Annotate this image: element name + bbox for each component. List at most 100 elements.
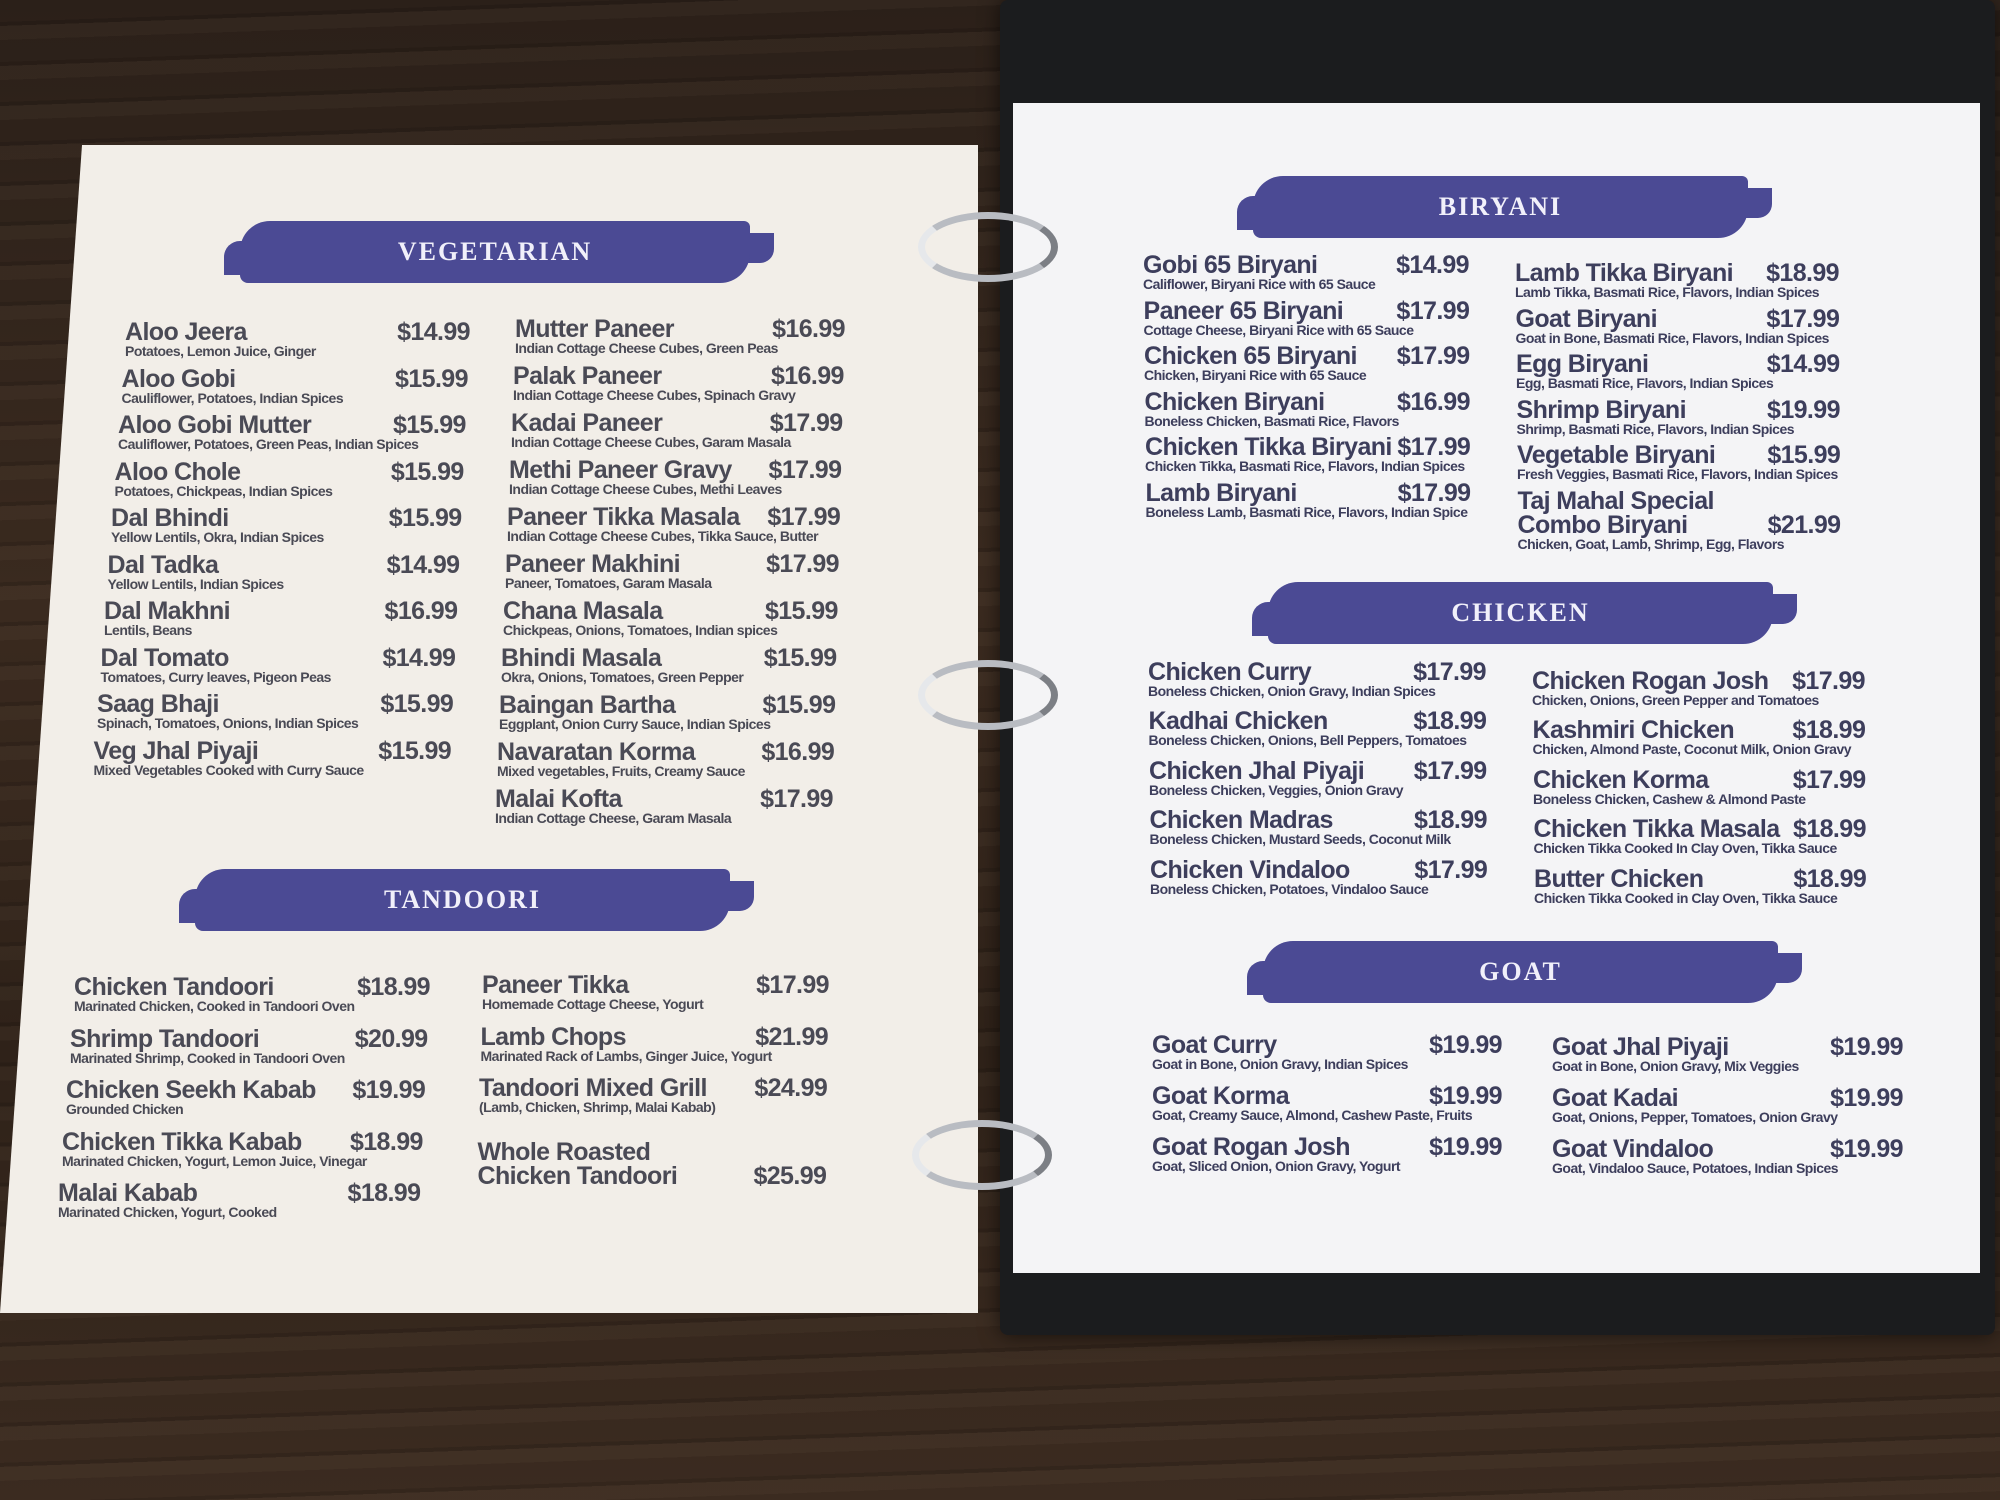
menu-item[interactable]: Whole Roasted Chicken Tandoori $25.99 [478,1139,827,1190]
item-description: Chicken Tikka Cooked in Clay Oven, Tikka… [1534,889,1838,906]
item-name: Lamb Biryani [1145,478,1298,507]
menu-item[interactable]: Goat Jhal Piyaji $19.99 Goat in Bone, Onio… [1552,1035,1904,1074]
menu-item[interactable]: Chicken Tikka Kabab $18.99 Marinated Chick… [62,1129,423,1169]
menu-item[interactable]: Aloo Jeera $14.99 Potatoes, Lemon Juice, G… [125,320,471,359]
menu-item[interactable]: Chicken Korma $17.99 Boneless Chicken, Cas… [1533,767,1866,807]
item-price: $15.99 [762,691,836,719]
menu-item[interactable]: Kadai Paneer $17.99 Indian Cottage Cheese … [511,411,843,450]
menu-item[interactable]: Shrimp Biryani $19.99 Shrimp, Basmati Rice… [1517,397,1841,437]
menu-item[interactable]: Taj Mahal Special Combo Biryani $21.99 Chi… [1517,488,1842,552]
menu-item[interactable]: Paneer Tikka Masala $17.99 Indian Cottage … [507,505,841,544]
menu-page-left[interactable]: VEGETARIAN Aloo Jeera $14.99 Potatoes, Lemo… [0,145,978,1313]
item-price: $17.99 [1396,342,1470,370]
menu-item[interactable]: Aloo Chole $15.99 Potatoes, Chickpeas, Ind… [115,457,465,499]
item-price: $17.99 [756,971,829,999]
menu-item[interactable]: Chana Masala $15.99 Chickpeas, Onions, Tom… [503,599,838,638]
menu-item[interactable]: Methi Paneer Gravy $17.99 Indian Cottage C… [509,458,842,497]
menu-item[interactable]: Paneer Tikka $17.99 Homemade Cottage Chees… [482,971,830,1012]
item-price: $16.99 [770,362,844,390]
item-price: $17.99 [769,409,843,437]
menu-item[interactable]: Shrimp Tandoori $20.99 Marinated Shrimp, C… [70,1026,428,1066]
menu-item[interactable]: Egg Biryani $14.99 Egg, Basmati Rice, Flav… [1516,352,1840,391]
menu-item[interactable]: Saag Bhaji $15.99 Spinach, Tomatoes, Onion… [97,690,454,731]
item-price: $18.99 [1414,806,1487,835]
menu-item[interactable]: Dal Bhindi $15.99 Yellow Lentils, Okra, In… [111,506,462,545]
item-name: Saag Bhaji [97,690,219,718]
menu-item[interactable]: Lamb Chops $21.99 Marinated Rack of Lambs,… [481,1024,829,1064]
menu-item[interactable]: Gobi 65 Biryani $14.99 Califlower, Biryani… [1143,251,1470,292]
menu-item[interactable]: Navaratan Korma $16.99 Mixed vegetables, F… [497,740,835,779]
menu-item[interactable]: Mutter Paneer $16.99 Indian Cottage Cheese… [515,315,846,356]
item-name: Goat Biryani [1515,304,1658,333]
item-description: Marinated Chicken, Yogurt, Cooked [58,1204,277,1220]
item-description: Goat, Onions, Pepper, Tomatoes, Onion Gr… [1552,1109,1838,1125]
item-description: Indian Cottage Cheese, Garam Masala [495,810,732,826]
menu-item[interactable]: Vegetable Biryani $15.99 Fresh Veggies, Ba… [1517,441,1841,482]
menu-item[interactable]: Chicken Madras $18.99 Boneless Chicken, Mu… [1150,806,1488,847]
item-description: Indian Cottage Cheese Cubes, Tikka Sauce… [507,528,819,544]
item-description: Boneless Chicken, Onions, Bell Peppers, … [1148,732,1468,749]
menu-page-right: BIRYANI Gobi 65 Biryani $14.99 Califlower, … [1013,103,1980,1273]
item-description: Califlower, Biryani Rice with 65 Sauce [1143,276,1376,292]
menu-item[interactable]: Dal Makhni $16.99 Lentils, Beans [104,599,458,638]
menu-item[interactable]: Chicken Tikka Biryani $17.99 Chicken Tikka… [1145,435,1471,474]
menu-item[interactable]: Goat Korma $19.99 Goat, Creamy Sauce, Almo… [1152,1084,1503,1123]
item-price: $15.99 [390,457,464,486]
item-name: Palak Paneer [513,362,662,390]
menu-item[interactable]: Dal Tadka $14.99 Yellow Lentils, Indian Sp… [108,552,461,592]
menu-item[interactable]: Dal Tomato $14.99 Tomatoes, Curry leaves, … [101,645,456,685]
item-description: Mixed Vegetables Cooked with Curry Sauce [93,761,365,778]
menu-item[interactable]: Kashmiri Chicken $18.99 Chicken, Almond Pa… [1533,718,1866,757]
menu-item[interactable]: Chicken Jhal Piyaji $17.99 Boneless Chicke… [1149,758,1487,798]
menu-item[interactable]: Chicken Tikka Masala $18.99 Chicken Tikka … [1533,817,1867,857]
menu-item[interactable]: Goat Vindaloo $19.99 Goat, Vindaloo Sauce,… [1552,1135,1904,1176]
menu-item[interactable]: Chicken 65 Biryani $17.99 Chicken, Biryani… [1144,344,1470,383]
menu-item[interactable]: Paneer Makhini $17.99 Paneer, Tomatoes, Ga… [505,552,840,591]
menu-item[interactable]: Goat Curry $19.99 Goat in Bone, Onion Grav… [1152,1033,1503,1072]
menu-item[interactable]: Goat Biryani $17.99 Goat in Bone, Basmati … [1515,304,1840,346]
item-name: Goat Kadai [1552,1084,1679,1112]
item-name: Goat Vindaloo [1552,1135,1714,1163]
menu-item[interactable]: Aloo Gobi $15.99 Cauliflower, Potatoes, In… [122,366,469,406]
menu-item[interactable]: Butter Chicken $18.99 Chicken Tikka Cooked… [1534,866,1867,906]
item-price: $25.99 [753,1161,827,1190]
item-description: Chicken, Goat, Lamb, Shrimp, Egg, Flavor… [1517,535,1785,552]
item-description: Fresh Veggies, Basmati Rice, Flavors, In… [1517,466,1838,482]
menu-item[interactable]: Malai Kofta $17.99 Indian Cottage Cheese, … [495,787,834,826]
menu-item[interactable]: Baingan Bartha $15.99 Eggplant, Onion Curr… [499,691,836,732]
menu-item[interactable]: Chicken Biryani $16.99 Boneless Chicken, B… [1144,389,1471,429]
menu-item[interactable]: Paneer 65 Biryani $17.99 Cottage Cheese, B… [1143,296,1470,338]
item-name: Goat Rogan Josh [1152,1133,1351,1161]
menu-item[interactable]: Palak Paneer $16.99 Indian Cottage Cheese … [513,364,844,403]
menu-item[interactable]: Veg Jhal Piyaji $15.99 Mixed Vegetables Co… [93,738,452,778]
menu-item[interactable]: Chicken Seekh Kabab $19.99 Grounded Chicke… [66,1078,426,1117]
menu-item[interactable]: Chicken Tandoori $18.99 Marinated Chicken,… [74,973,431,1014]
menu-item[interactable]: Lamb Biryani $17.99 Boneless Lamb, Basmati… [1145,478,1472,520]
menu-item[interactable]: Lamb Tikka Biryani $18.99 Lamb Tikka, Basm… [1515,261,1840,300]
menu-item[interactable]: Goat Rogan Josh $19.99 Goat, Sliced Onion,… [1152,1133,1503,1174]
item-name: Chicken Tandoori [74,973,274,1001]
item-description: Lamb Tikka, Basmati Rice, Flavors, India… [1515,284,1820,300]
menu-item[interactable]: Malai Kabab $18.99 Marinated Chicken, Yogu… [58,1181,421,1220]
menu-item[interactable]: Aloo Gobi Mutter $15.99 Cauliflower, Potat… [118,413,466,452]
item-name: Paneer 65 Biryani [1143,296,1344,325]
menu-item[interactable]: Chicken Curry $17.99 Boneless Chicken, Oni… [1148,660,1487,699]
item-name: Vegetable Biryani [1517,441,1716,469]
menu-item[interactable]: Goat Kadai $19.99 Goat, Onions, Pepper, To… [1552,1084,1904,1125]
menu-item[interactable]: Tandoori Mixed Grill $24.99 (Lamb, Chicken… [479,1076,828,1115]
item-description: Chicken Tikka, Basmati Rice, Flavors, In… [1145,458,1465,474]
item-price: $19.99 [1830,1135,1903,1163]
item-description: Chicken Tikka Cooked In Clay Oven, Tikka… [1533,840,1838,857]
item-description: Cauliflower, Potatoes, Green Peas, India… [118,436,419,452]
menu-item[interactable]: Chicken Rogan Josh $17.99 Chicken, Onions,… [1532,669,1866,708]
item-description: Indian Cottage Cheese Cubes, Methi Leave… [509,481,782,497]
binder-ring [912,1120,1052,1190]
item-price: $14.99 [1396,251,1469,279]
menu-item[interactable]: Chicken Vindaloo $17.99 Boneless Chicken, … [1150,857,1488,897]
item-price: $15.99 [380,690,454,718]
item-name: Chicken 65 Biryani [1144,342,1358,370]
item-price: $16.99 [772,315,845,343]
menu-item[interactable]: Bhindi Masala $15.99 Okra, Onions, Tomatoe… [501,646,837,685]
item-description: Boneless Chicken, Basmati Rice, Flavors [1144,412,1400,429]
menu-item[interactable]: Kadhai Chicken $18.99 Boneless Chicken, On… [1149,709,1487,748]
